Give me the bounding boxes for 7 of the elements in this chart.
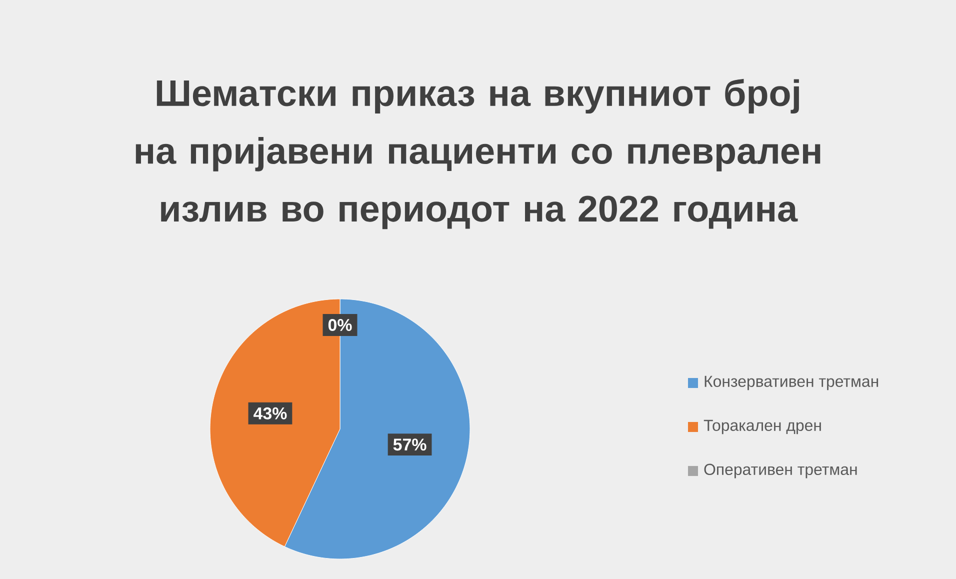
legend-label: Торакален дрен [704, 420, 821, 434]
chart-title: Шематски приказ на вкупниот број на пријавени пациенти со плеврален излив во периодот на 2022 година [136, 78, 820, 230]
data-label: 57% [393, 438, 426, 451]
text: 0% [328, 318, 352, 331]
legend-label: Конзервативен третман [704, 376, 878, 390]
legend-label: Оперативен третман [704, 464, 857, 478]
data-label: 43% [254, 407, 287, 420]
